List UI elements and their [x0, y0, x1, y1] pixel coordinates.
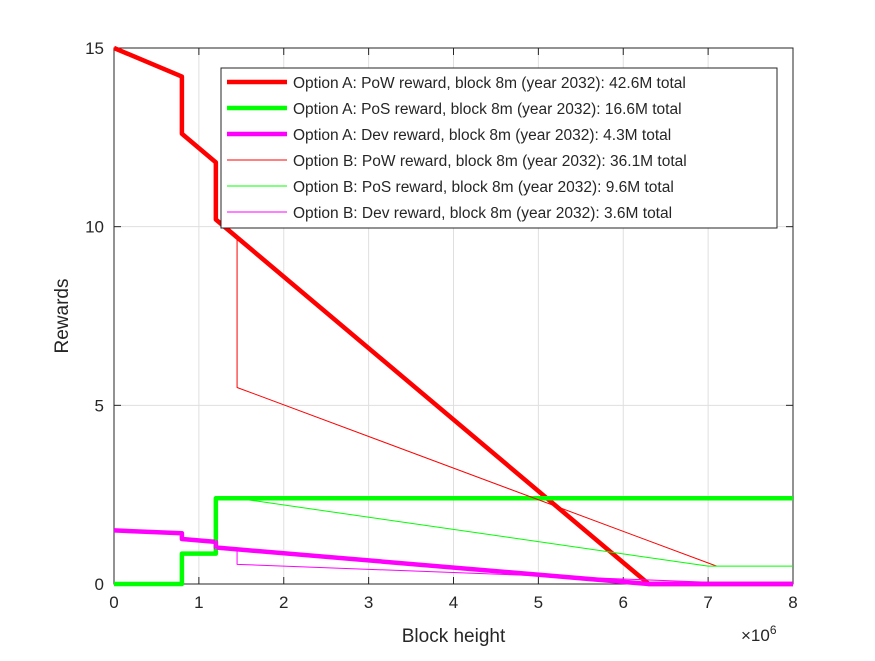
series-line-5 — [114, 497, 793, 585]
x-axis-exponent-label: ×106 — [741, 623, 777, 645]
series-layer — [113, 45, 793, 587]
tick-layer: 0 1 2 3 4 5 6 7 8 0 5 10 15 — [85, 39, 798, 612]
x-tick-label: 2 — [279, 593, 288, 612]
x-tick-label: 5 — [534, 593, 543, 612]
legend-box — [220, 67, 778, 229]
x-tick-label: 8 — [788, 593, 797, 612]
legend-entry-6: Option B: Dev reward, block 8m (year 203… — [293, 205, 672, 222]
y-tick-label: 0 — [95, 575, 104, 594]
x-exponent-base: ×10 — [741, 626, 770, 645]
y-tick-label: 15 — [85, 39, 104, 58]
x-tick-label: 0 — [109, 593, 118, 612]
y-tick-label: 5 — [95, 396, 104, 415]
legend: Option A: PoW reward, block 8m (year 203… — [220, 67, 778, 229]
x-tick-label: 7 — [703, 593, 712, 612]
legend-entry-2: Option A: PoS reward, block 8m (year 203… — [293, 101, 682, 118]
x-tick-label: 6 — [619, 593, 628, 612]
legend-entry-3: Option A: Dev reward, block 8m (year 203… — [293, 127, 671, 144]
x-tick-label: 3 — [364, 593, 373, 612]
y-tick-label: 10 — [85, 218, 104, 237]
legend-entry-1: Option A: PoW reward, block 8m (year 203… — [293, 75, 686, 92]
series-line-6 — [113, 529, 793, 583]
x-axis-title: Block height — [402, 626, 506, 647]
series-line-4 — [113, 47, 717, 567]
x-tick-label: 4 — [449, 593, 458, 612]
legend-entry-4: Option B: PoW reward, block 8m (year 203… — [293, 153, 687, 170]
x-tick-label: 1 — [194, 593, 203, 612]
y-axis-title: Rewards — [52, 279, 73, 354]
x-exponent-power: 6 — [770, 623, 777, 637]
legend-entry-5: Option B: PoS reward, block 8m (year 203… — [293, 179, 674, 196]
